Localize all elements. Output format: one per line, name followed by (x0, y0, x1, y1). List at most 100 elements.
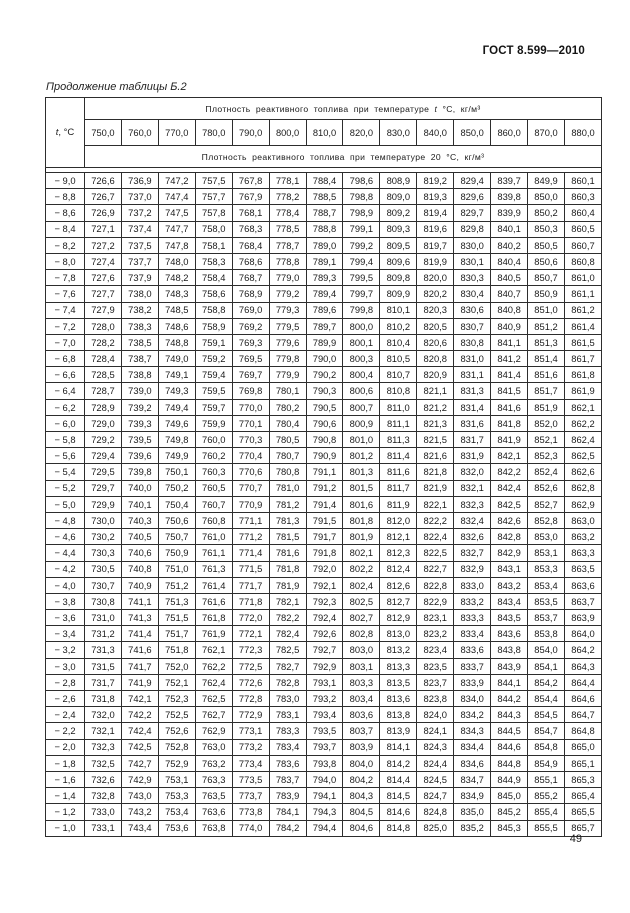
density-value-cell: 834,2 (453, 706, 492, 724)
density-value-cell: 820,8 (416, 350, 455, 368)
density-value-cell: 762,4 (194, 673, 233, 692)
density-value-cell: 811,3 (379, 430, 418, 449)
density-value-cell: 790,5 (305, 398, 344, 416)
density-value-cell: 849,9 (527, 171, 565, 190)
density-value-cell: 730,2 (84, 528, 122, 546)
density-value-cell: 768,9 (231, 285, 270, 303)
density-value-cell: 851,6 (527, 366, 565, 384)
density-value-cell: 741,4 (120, 625, 159, 643)
table-row: − 3,2 731,3 741,6 751,8 762,1 772,3 782,5 792,7… (45, 641, 603, 659)
density-value-cell: 835,2 (453, 819, 492, 837)
density-value-cell: 732,6 (84, 770, 122, 789)
density-value-cell: 812,9 (379, 609, 418, 627)
density-value-cell: 768,7 (231, 269, 270, 287)
density-value-cell: 810,7 (379, 366, 418, 384)
density-value-cell: 864,6 (563, 689, 603, 708)
density-value-cell: 751,0 (157, 560, 196, 578)
density-value-cell: 726,7 (84, 188, 122, 206)
table-row: − 1,2 733,0 743,2 753,4 763,6 773,8 784,1 794,3… (45, 803, 603, 821)
density-value-cell: 813,8 (379, 706, 418, 724)
density-value-cell: 789,4 (305, 285, 344, 303)
density-value-cell: 854,8 (527, 738, 565, 756)
density-value-cell: 852,3 (527, 447, 565, 465)
density-value-cell: 850,2 (527, 204, 565, 222)
density-value-cell: 864,7 (563, 706, 603, 724)
density-value-cell: 833,2 (453, 592, 492, 611)
density-value-cell: 853,1 (527, 544, 565, 562)
density-value-cell: 762,5 (194, 689, 233, 708)
table-caption: Продолжение таблицы Б.2 (46, 81, 187, 93)
density-value-cell: 747,4 (157, 188, 196, 206)
density-value-cell: 854,0 (527, 641, 565, 659)
density-value-cell: 861,7 (563, 350, 603, 368)
temp-header-cell: 760,0 (120, 119, 159, 146)
density-value-cell: 831,1 (453, 366, 492, 384)
density-value-cell: 801,0 (342, 430, 381, 449)
temperature-value-cell: − 7,4 (45, 301, 85, 319)
table-row: − 7,8 727,6 737,9 748,2 758,4 768,7 779,0 789,3… (45, 269, 603, 287)
density-value-cell: 783,7 (268, 770, 307, 789)
density-value-cell: 843,2 (490, 576, 529, 594)
density-value-cell: 853,8 (527, 625, 565, 643)
density-value-cell: 839,8 (490, 188, 529, 206)
density-value-cell: 789,0 (305, 236, 344, 254)
density-value-cell: 751,8 (157, 641, 196, 659)
density-value-cell: 814,1 (379, 738, 418, 756)
temp-header-cell: 880,0 (563, 119, 603, 146)
density-value-cell: 740,3 (120, 511, 159, 530)
density-value-cell: 810,4 (379, 333, 418, 352)
density-value-cell: 830,1 (453, 252, 492, 271)
density-value-cell: 739,0 (120, 382, 159, 400)
density-value-cell: 782,8 (268, 673, 307, 692)
density-value-cell: 833,9 (453, 673, 492, 692)
density-value-cell: 778,5 (268, 220, 307, 238)
density-value-cell: 740,6 (120, 544, 159, 562)
density-value-cell: 794,0 (305, 770, 344, 789)
density-value-cell: 767,9 (231, 188, 270, 206)
density-value-cell: 782,7 (268, 657, 307, 675)
density-value-cell: 760,5 (194, 479, 233, 497)
density-value-cell: 841,1 (490, 333, 529, 352)
density-value-cell: 844,3 (490, 706, 529, 724)
density-value-cell: 813,5 (379, 673, 418, 692)
table-row: − 5,8 729,2 739,5 749,8 760,0 770,3 780,5 790,8… (45, 430, 603, 449)
density-value-cell: 824,7 (416, 787, 455, 805)
density-value-cell: 738,3 (120, 317, 159, 335)
density-value-cell: 860,8 (563, 252, 603, 271)
density-value-cell: 863,9 (563, 609, 603, 627)
density-value-cell: 844,5 (490, 722, 529, 740)
density-value-cell: 739,3 (120, 414, 159, 433)
density-value-cell: 781,3 (268, 511, 307, 530)
density-value-cell: 779,8 (268, 350, 307, 368)
density-value-cell: 741,1 (120, 592, 159, 611)
temperature-value-cell: − 2,0 (45, 738, 85, 756)
density-value-cell: 851,9 (527, 398, 565, 416)
density-value-cell: 793,4 (305, 706, 344, 724)
density-value-cell: 820,2 (416, 285, 455, 303)
density-value-cell: 814,8 (379, 819, 418, 837)
density-value-cell: 728,9 (84, 398, 122, 416)
density-value-cell: 771,2 (231, 528, 270, 546)
density-value-cell: 799,2 (342, 236, 381, 254)
density-value-cell: 761,4 (194, 576, 233, 594)
temperature-value-cell: − 5,0 (45, 495, 85, 513)
density-value-cell: 770,4 (231, 447, 270, 465)
density-value-cell: 863,6 (563, 576, 603, 594)
density-value-cell: 799,4 (342, 252, 381, 271)
density-value-cell: 830,3 (453, 269, 492, 287)
density-value-cell: 772,1 (231, 625, 270, 643)
density-value-cell: 728,4 (84, 350, 122, 368)
density-value-cell: 843,6 (490, 625, 529, 643)
density-value-cell: 731,3 (84, 641, 122, 659)
density-value-cell: 792,1 (305, 576, 344, 594)
density-value-cell: 825,0 (416, 819, 455, 837)
density-value-cell: 834,6 (453, 754, 492, 772)
density-value-cell: 854,9 (527, 754, 565, 772)
density-value-cell: 801,5 (342, 479, 381, 497)
density-value-cell: 801,3 (342, 463, 381, 481)
density-value-cell: 760,8 (194, 511, 233, 530)
density-value-cell: 727,4 (84, 252, 122, 271)
density-value-cell: 743,0 (120, 787, 159, 805)
density-value-cell: 862,1 (563, 398, 603, 416)
density-value-cell: 794,3 (305, 803, 344, 821)
